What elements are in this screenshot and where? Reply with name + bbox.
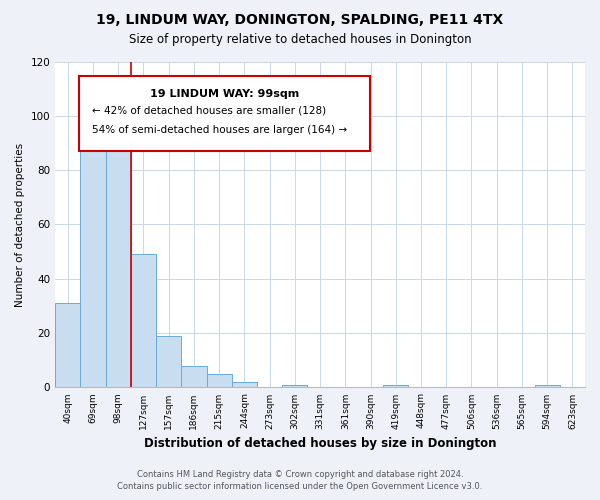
Bar (80, 124, 106, 388)
Bar (156, 336, 181, 388)
Bar (232, 382, 257, 388)
Bar (55, 303, 80, 388)
Bar (282, 384, 307, 388)
FancyBboxPatch shape (79, 76, 370, 151)
Text: Size of property relative to detached houses in Donington: Size of property relative to detached ho… (128, 32, 472, 46)
Bar (206, 374, 232, 388)
Text: Contains HM Land Registry data © Crown copyright and database right 2024.
Contai: Contains HM Land Registry data © Crown c… (118, 470, 482, 491)
Text: 54% of semi-detached houses are larger (164) →: 54% of semi-detached houses are larger (… (92, 125, 347, 135)
Bar (535, 384, 560, 388)
Bar (131, 254, 156, 388)
Bar (181, 366, 206, 388)
Y-axis label: Number of detached properties: Number of detached properties (15, 142, 25, 306)
X-axis label: Distribution of detached houses by size in Donington: Distribution of detached houses by size … (144, 437, 496, 450)
Text: 19, LINDUM WAY, DONINGTON, SPALDING, PE11 4TX: 19, LINDUM WAY, DONINGTON, SPALDING, PE1… (97, 12, 503, 26)
Bar (383, 384, 409, 388)
Text: 19 LINDUM WAY: 99sqm: 19 LINDUM WAY: 99sqm (150, 89, 299, 99)
Bar (106, 143, 131, 388)
Text: ← 42% of detached houses are smaller (128): ← 42% of detached houses are smaller (12… (92, 106, 326, 116)
